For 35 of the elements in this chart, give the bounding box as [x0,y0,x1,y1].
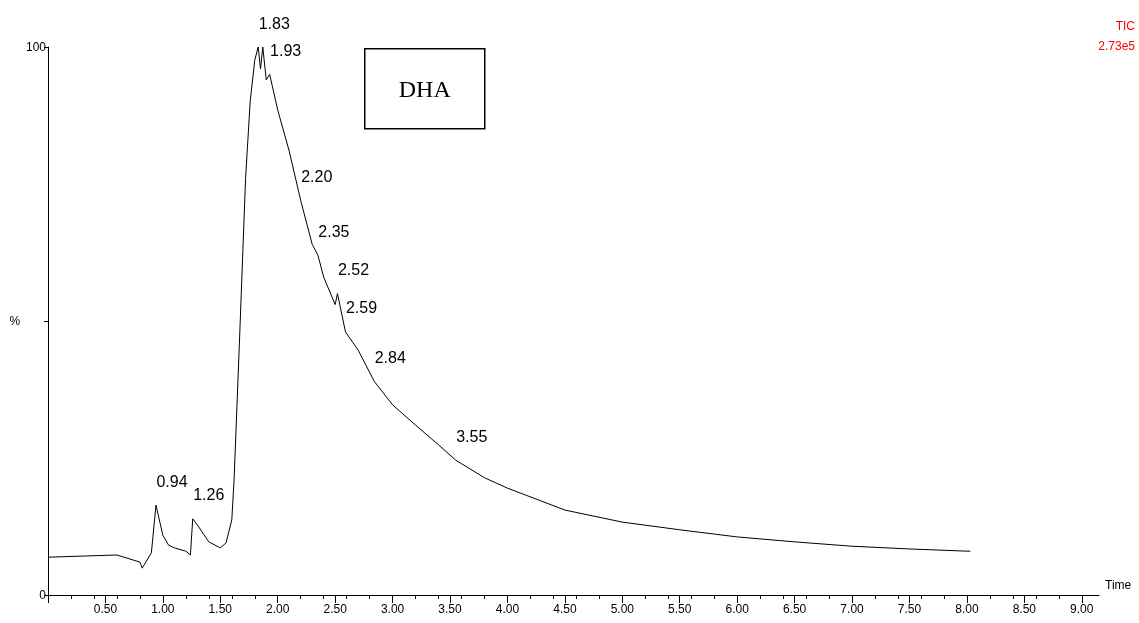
x-tick-label: 9.00 [1070,602,1094,616]
x-tick-label: 2.50 [323,602,348,616]
annotation: 2.73e5 [1098,39,1136,53]
x-tick-label: 5.50 [668,602,692,616]
annotation: 1.26 [193,486,225,504]
annotation: 3.55 [456,427,488,445]
x-tick-label: 4.50 [553,602,577,616]
x-tick-label: 2.00 [266,602,290,616]
x-tick-label: 1.00 [151,602,175,616]
x-tick-label: 1.50 [208,602,233,616]
annotation: DHA [398,75,452,102]
x-tick-label: 6.50 [782,602,807,616]
annotation: 0.94 [156,472,188,490]
x-tick-label: 8.50 [1012,602,1037,616]
x-tick-label: 0.50 [93,602,118,616]
x-tick-label: 7.50 [897,602,922,616]
y-tick-label: 100 [25,40,47,54]
annotation: 2.59 [345,299,378,317]
x-tick-label: 7.00 [840,602,865,616]
annotation: 2.20 [301,167,333,185]
annotation: 2.84 [374,348,406,366]
x-axis-title: Time [1105,578,1132,592]
x-tick-label: 6.00 [725,602,750,616]
x-tick-label: 4.00 [495,602,520,616]
text: TIC [1115,19,1136,33]
annotation: 2.52 [337,261,370,279]
annotation: 2.35 [318,222,350,240]
x-tick-label: 8.00 [955,602,979,616]
x-tick-label: 3.50 [438,602,463,616]
x-tick-label: 5.00 [610,602,635,616]
y-tick-label: 0 [39,588,47,602]
annotation: 1.83 [258,14,290,32]
y-axis-title: % [9,314,21,328]
x-tick-label: 3.00 [380,602,405,616]
annotation: 1.93 [270,41,302,59]
